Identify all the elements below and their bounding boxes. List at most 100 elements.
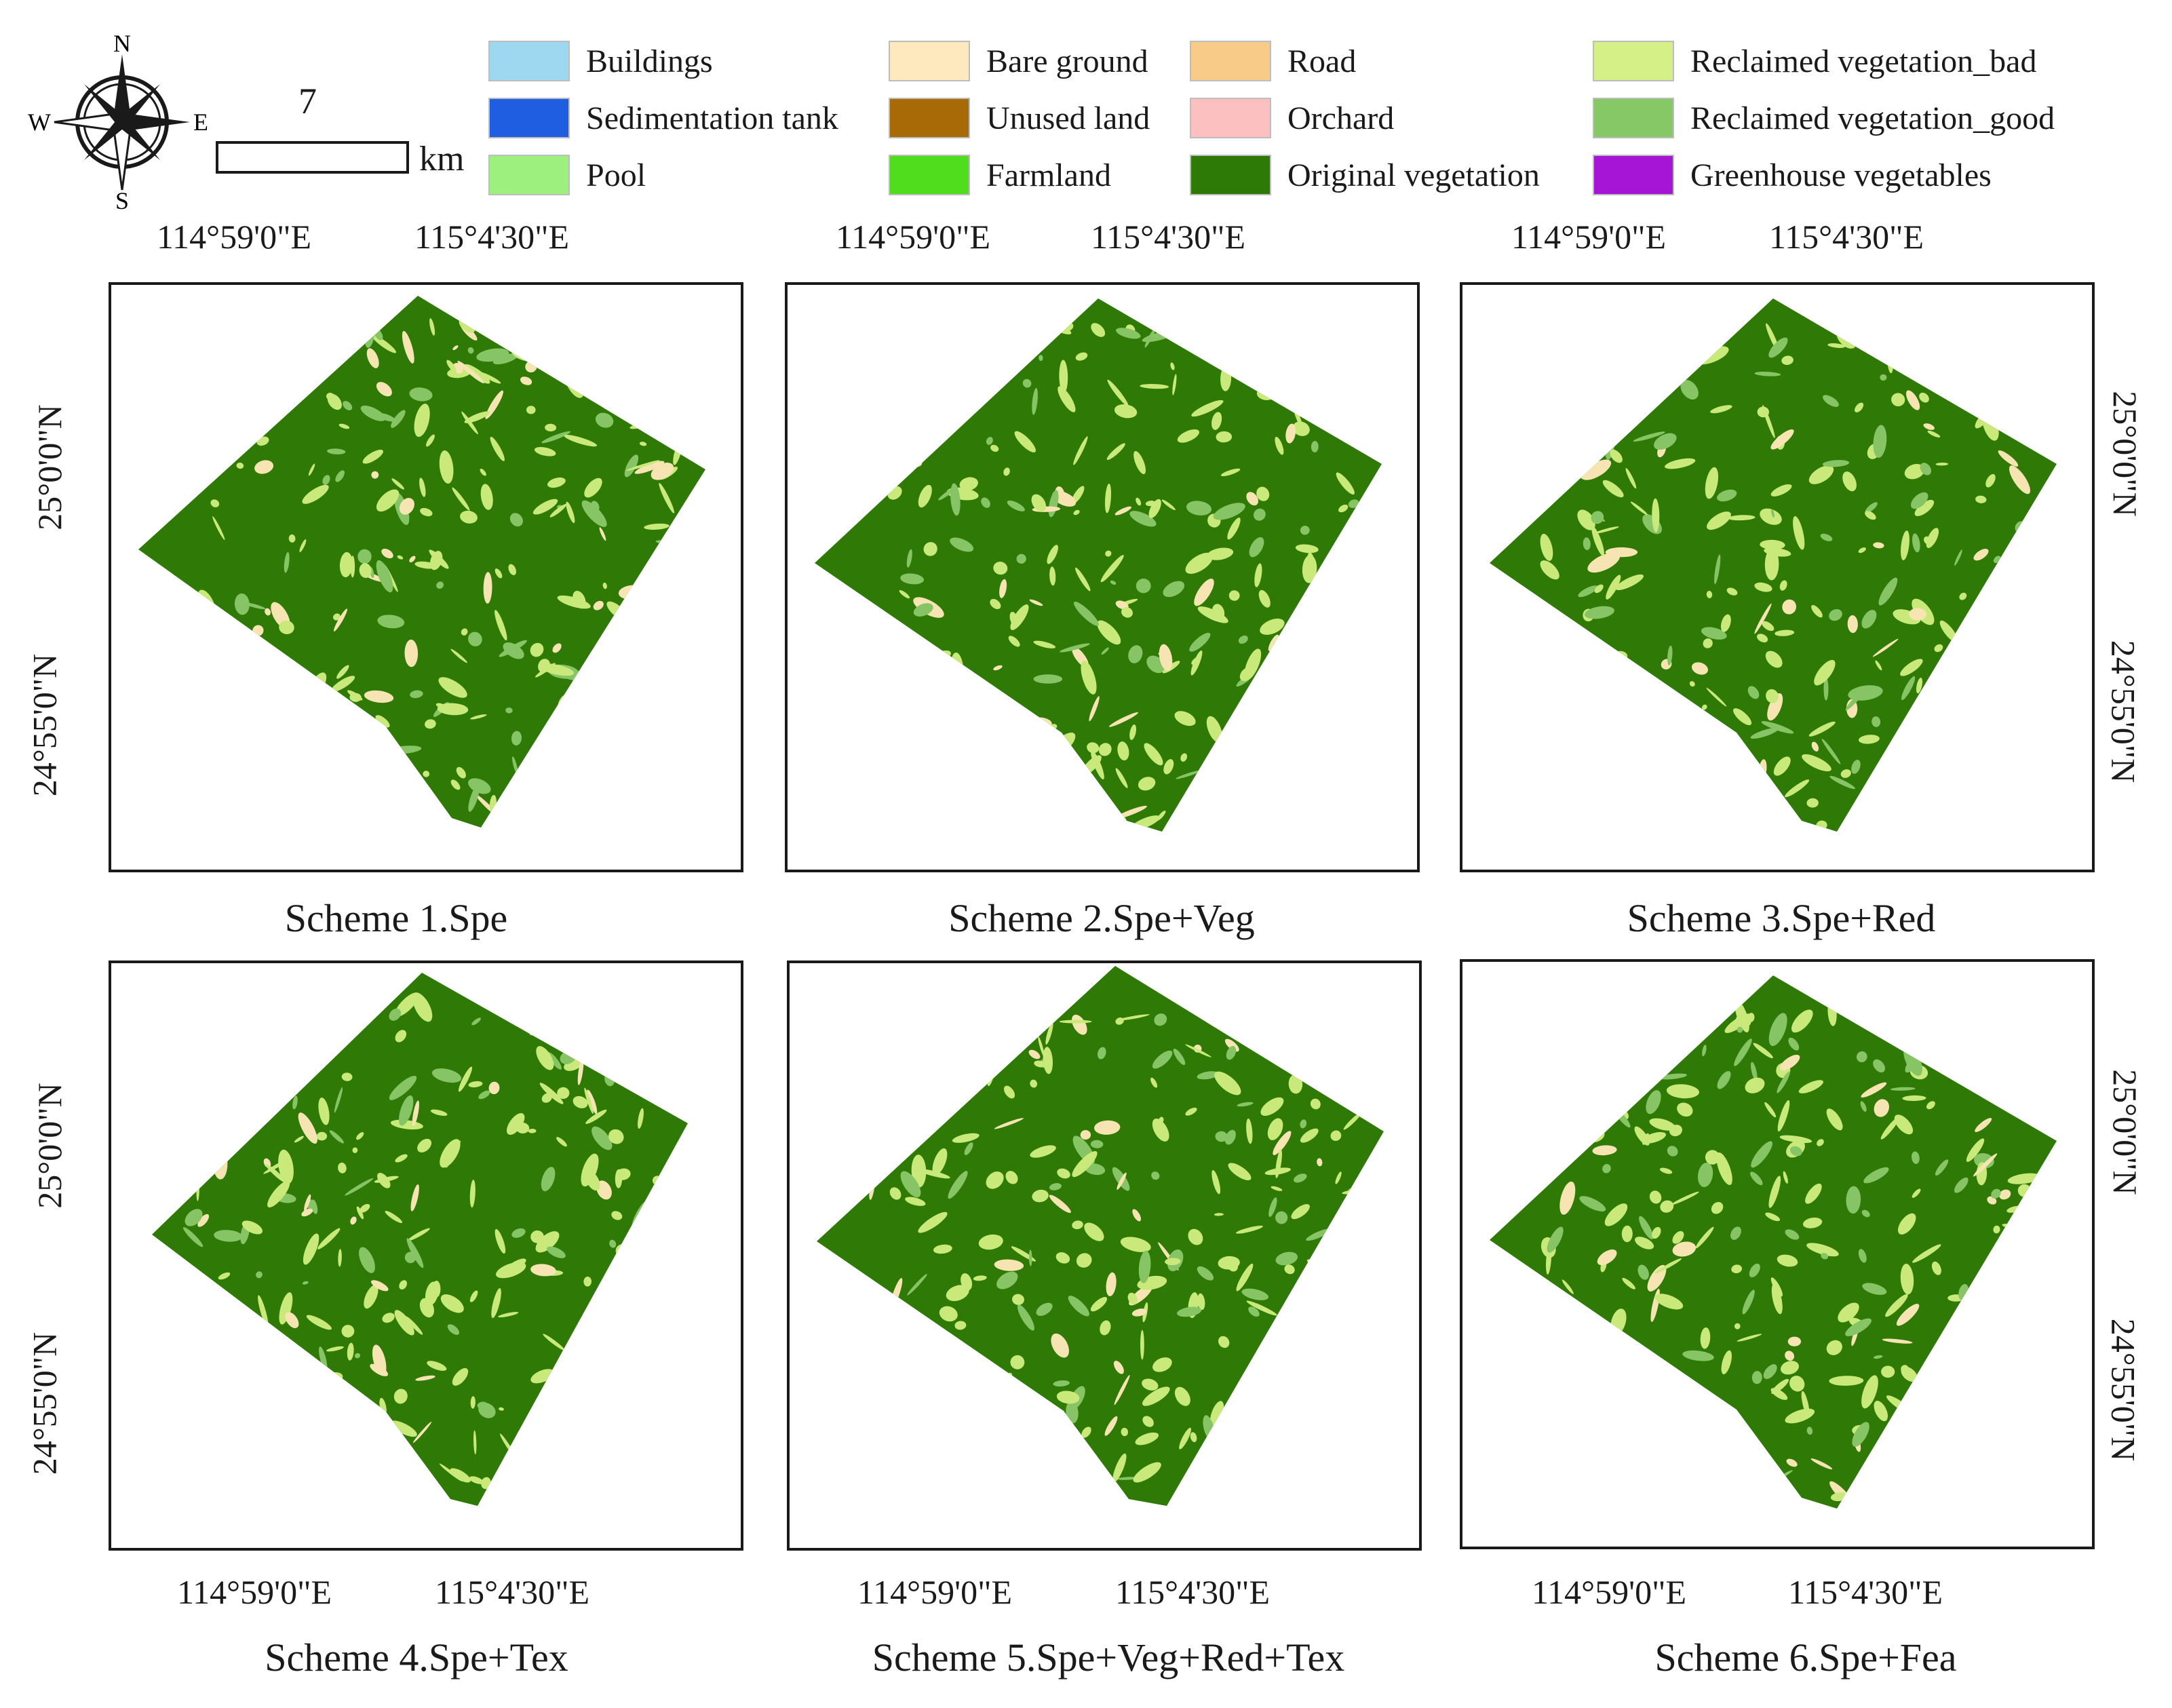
land-patch xyxy=(1034,1060,1047,1068)
land-patch xyxy=(1547,450,1557,467)
land-patch xyxy=(1591,511,1604,524)
land-patch xyxy=(1666,1084,1699,1099)
land-patch xyxy=(522,785,533,796)
land-patch xyxy=(339,551,353,578)
land-patch xyxy=(1723,1458,1735,1481)
land-patch xyxy=(1003,467,1010,476)
land-patch xyxy=(452,345,459,351)
land-patch xyxy=(918,1013,944,1025)
land-patch xyxy=(1197,1071,1219,1080)
land-patch xyxy=(1983,1472,2009,1487)
land-patch xyxy=(408,1228,430,1241)
lon-label: 115°4'30"E xyxy=(1787,1573,1943,1611)
land-patch xyxy=(1861,1209,1870,1218)
land-patch xyxy=(1211,1169,1221,1195)
land-patch xyxy=(1172,374,1177,395)
land-patch xyxy=(435,703,444,707)
land-patch xyxy=(275,767,284,782)
land-patch xyxy=(541,431,571,444)
land-patch xyxy=(1296,611,1312,638)
land-patch xyxy=(292,769,300,775)
land-patch xyxy=(1703,766,1711,775)
land-patch xyxy=(1034,1486,1049,1506)
land-patch xyxy=(452,1367,469,1386)
land-patch xyxy=(1572,370,1595,385)
land-patch xyxy=(391,478,405,490)
land-patch xyxy=(1319,1299,1342,1304)
land-patch xyxy=(1682,1350,1714,1361)
land-patch xyxy=(425,719,436,729)
land-patch xyxy=(1667,645,1673,665)
land-patch xyxy=(1045,1022,1053,1045)
land-patch xyxy=(1973,1340,1984,1352)
land-patch xyxy=(644,523,670,530)
land-patch xyxy=(371,1280,389,1292)
land-patch xyxy=(301,1208,313,1217)
land-patch xyxy=(656,1070,667,1081)
land-patch xyxy=(1820,533,1833,541)
land-patch xyxy=(993,562,1008,575)
land-patch xyxy=(1129,724,1137,740)
land-patch xyxy=(1878,577,1898,606)
land-patch xyxy=(1097,620,1121,645)
land-patch xyxy=(237,737,245,746)
land-patch xyxy=(405,1316,423,1335)
land-patch xyxy=(615,719,626,745)
land-patch xyxy=(1642,1133,1650,1145)
land-patch xyxy=(397,555,404,560)
land-patch xyxy=(1346,815,1364,832)
land-patch xyxy=(1140,384,1169,389)
land-patch xyxy=(1010,729,1022,740)
land-patch xyxy=(1720,614,1731,632)
land-patch xyxy=(1912,1151,1920,1164)
land-patch xyxy=(1993,1225,2000,1234)
land-patch xyxy=(651,1388,661,1397)
land-patch xyxy=(613,1393,620,1408)
land-patch xyxy=(1728,515,1756,521)
land-patch xyxy=(1024,1415,1028,1437)
land-patch xyxy=(1775,629,1795,636)
land-patch xyxy=(1270,720,1282,737)
land-patch xyxy=(394,1310,414,1336)
land-patch xyxy=(1760,539,1785,550)
land-patch xyxy=(1780,1054,1800,1071)
land-patch xyxy=(468,632,482,646)
land-patch xyxy=(1872,1452,1881,1470)
land-patch xyxy=(1275,1211,1288,1224)
land-patch xyxy=(1996,801,2008,813)
land-patch xyxy=(196,1004,214,1013)
land-patch xyxy=(934,334,969,351)
land-patch xyxy=(1649,353,1668,372)
land-patch xyxy=(265,1447,278,1457)
land-patch xyxy=(1053,1380,1070,1387)
land-patch xyxy=(924,1418,939,1432)
land-patch xyxy=(1207,547,1234,560)
land-patch xyxy=(2001,720,2022,746)
land-patch xyxy=(440,1139,461,1168)
land-patch xyxy=(1547,1407,1568,1416)
land-patch xyxy=(2015,1391,2038,1397)
classified-map xyxy=(138,296,705,828)
land-patch xyxy=(244,1363,256,1378)
land-patch xyxy=(298,1112,317,1144)
land-patch xyxy=(1129,511,1157,527)
land-patch xyxy=(315,326,328,336)
unused-land-swatch xyxy=(889,98,970,138)
land-patch xyxy=(1706,687,1727,707)
land-patch xyxy=(1059,360,1068,393)
land-patch xyxy=(1315,769,1325,777)
land-patch xyxy=(505,707,513,714)
land-patch xyxy=(304,1194,311,1211)
land-patch xyxy=(1805,1183,1822,1204)
land-patch xyxy=(1766,689,1779,703)
land-patch xyxy=(1762,794,1775,808)
land-patch xyxy=(284,551,290,573)
land-patch xyxy=(461,628,468,636)
land-patch xyxy=(1218,336,1225,343)
land-patch xyxy=(1218,1336,1230,1348)
land-patch xyxy=(646,1222,659,1235)
land-patch xyxy=(1966,1138,1985,1162)
land-patch xyxy=(912,1365,916,1380)
land-patch xyxy=(573,1095,588,1108)
land-patch xyxy=(627,1239,644,1262)
